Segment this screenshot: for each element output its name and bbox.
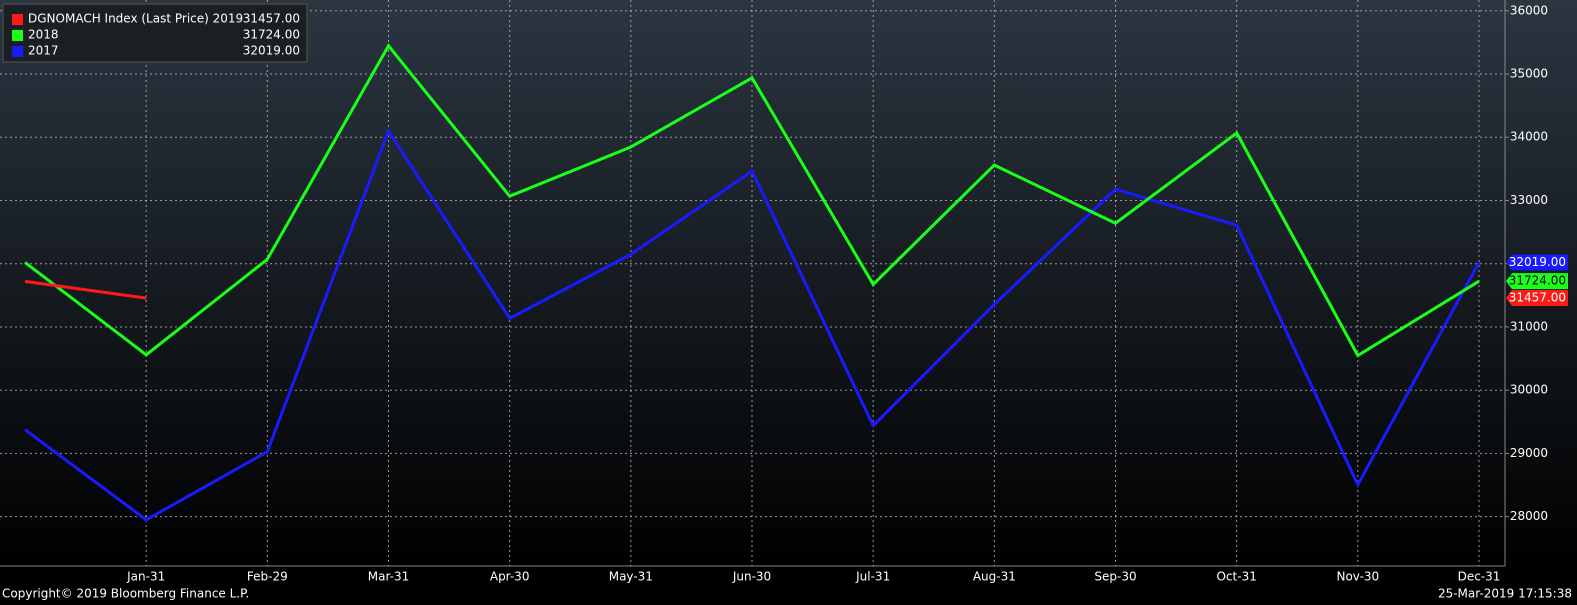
legend-box bbox=[2, 3, 308, 63]
x-tick-label: Jan-31 bbox=[126, 570, 165, 584]
x-tick-label: Feb-29 bbox=[247, 570, 288, 584]
x-tick-label: Jun-30 bbox=[732, 570, 771, 584]
value-tags: 31457.00 31724.00 32019.00 bbox=[1506, 254, 1568, 307]
legend-label: 2017 bbox=[28, 44, 59, 58]
legend-value: 31724.00 bbox=[243, 28, 300, 42]
footer-left: Copyright© 2019 Bloomberg Finance L.P. bbox=[2, 587, 249, 601]
series-line bbox=[24, 279, 147, 300]
x-tick-label: Aug-31 bbox=[973, 570, 1016, 584]
x-tick-label: May-31 bbox=[609, 570, 653, 584]
y-tick-label: 33000 bbox=[1510, 193, 1548, 207]
series-line bbox=[24, 43, 1480, 358]
legend-label: DGNOMACH Index (Last Price) 2019 bbox=[28, 12, 243, 26]
value-tag-label: 31724.00 bbox=[1509, 274, 1566, 288]
lines bbox=[24, 43, 1481, 522]
x-tick-label: Oct-31 bbox=[1216, 570, 1256, 584]
y-tick-label: 28000 bbox=[1510, 509, 1548, 523]
y-tick-label: 35000 bbox=[1510, 66, 1548, 80]
y-tick-label: 30000 bbox=[1510, 383, 1548, 397]
value-tag-label: 31457.00 bbox=[1509, 291, 1566, 305]
value-tag-label: 32019.00 bbox=[1509, 255, 1566, 269]
x-tick-label: Mar-31 bbox=[368, 570, 409, 584]
value-tag bbox=[1506, 290, 1568, 307]
legend-swatch bbox=[12, 30, 23, 41]
legend-value: 32019.00 bbox=[243, 44, 300, 58]
y-tick-label: 34000 bbox=[1510, 130, 1548, 144]
value-tag bbox=[1506, 254, 1568, 271]
y-tick-label: 36000 bbox=[1510, 3, 1548, 17]
legend-swatch bbox=[12, 14, 23, 25]
x-tick-label: Nov-30 bbox=[1336, 570, 1379, 584]
legend-label: 2018 bbox=[28, 28, 59, 42]
legend: DGNOMACH Index (Last Price) 2019 31457.00… bbox=[2, 3, 308, 63]
legend-swatch bbox=[12, 46, 23, 57]
y-tick-label: 31000 bbox=[1510, 319, 1548, 333]
y-tick-label: 29000 bbox=[1510, 446, 1548, 460]
value-tag bbox=[1506, 273, 1568, 290]
x-tick-label: Jul-31 bbox=[855, 570, 890, 584]
x-tick-label: Apr-30 bbox=[490, 570, 530, 584]
footer-right: 25-Mar-2019 17:15:38 bbox=[1438, 587, 1572, 601]
x-tick-label: Dec-31 bbox=[1458, 570, 1501, 584]
series-line bbox=[24, 127, 1481, 522]
x-tick-label: Sep-30 bbox=[1094, 570, 1136, 584]
legend-value: 31457.00 bbox=[243, 12, 300, 26]
